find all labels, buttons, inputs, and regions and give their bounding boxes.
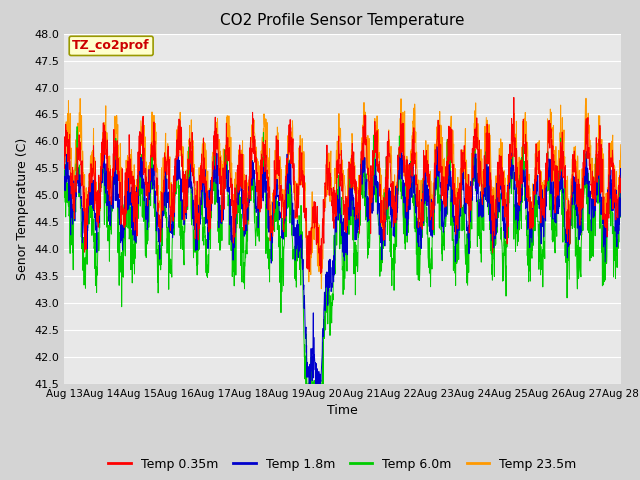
Legend: Temp 0.35m, Temp 1.8m, Temp 6.0m, Temp 23.5m: Temp 0.35m, Temp 1.8m, Temp 6.0m, Temp 2… — [103, 453, 582, 476]
Y-axis label: Senor Temperature (C): Senor Temperature (C) — [16, 138, 29, 280]
X-axis label: Time: Time — [327, 405, 358, 418]
Text: TZ_co2prof: TZ_co2prof — [72, 39, 150, 52]
Title: CO2 Profile Sensor Temperature: CO2 Profile Sensor Temperature — [220, 13, 465, 28]
